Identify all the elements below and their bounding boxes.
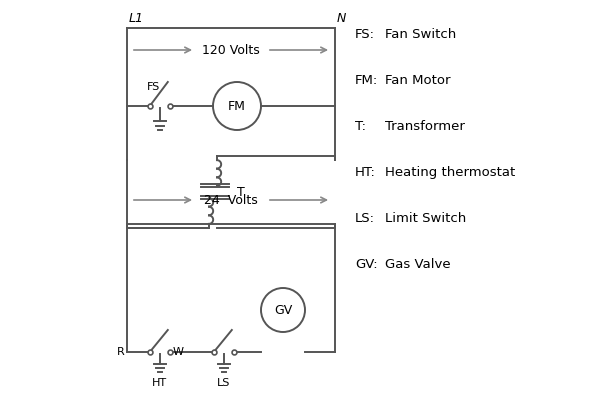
Text: T:: T: xyxy=(355,120,366,133)
Text: FS: FS xyxy=(146,82,160,92)
Text: W: W xyxy=(172,347,183,357)
Text: HT:: HT: xyxy=(355,166,376,179)
Text: N: N xyxy=(337,12,346,25)
Text: FM:: FM: xyxy=(355,74,378,87)
Text: LS:: LS: xyxy=(355,212,375,225)
Text: Gas Valve: Gas Valve xyxy=(385,258,451,271)
Text: Fan Switch: Fan Switch xyxy=(385,28,456,41)
Text: L1: L1 xyxy=(129,12,144,25)
Text: FS:: FS: xyxy=(355,28,375,41)
Text: 24  Volts: 24 Volts xyxy=(204,194,258,206)
Text: Heating thermostat: Heating thermostat xyxy=(385,166,515,179)
Text: GV:: GV: xyxy=(355,258,378,271)
Text: Transformer: Transformer xyxy=(385,120,465,133)
Text: 120 Volts: 120 Volts xyxy=(202,44,260,56)
Text: GV: GV xyxy=(274,304,292,316)
Text: FM: FM xyxy=(228,100,246,112)
Text: Fan Motor: Fan Motor xyxy=(385,74,451,87)
Text: Limit Switch: Limit Switch xyxy=(385,212,466,225)
Text: HT: HT xyxy=(152,378,168,388)
Text: R: R xyxy=(117,347,125,357)
Text: LS: LS xyxy=(217,378,231,388)
Text: T: T xyxy=(237,186,245,198)
